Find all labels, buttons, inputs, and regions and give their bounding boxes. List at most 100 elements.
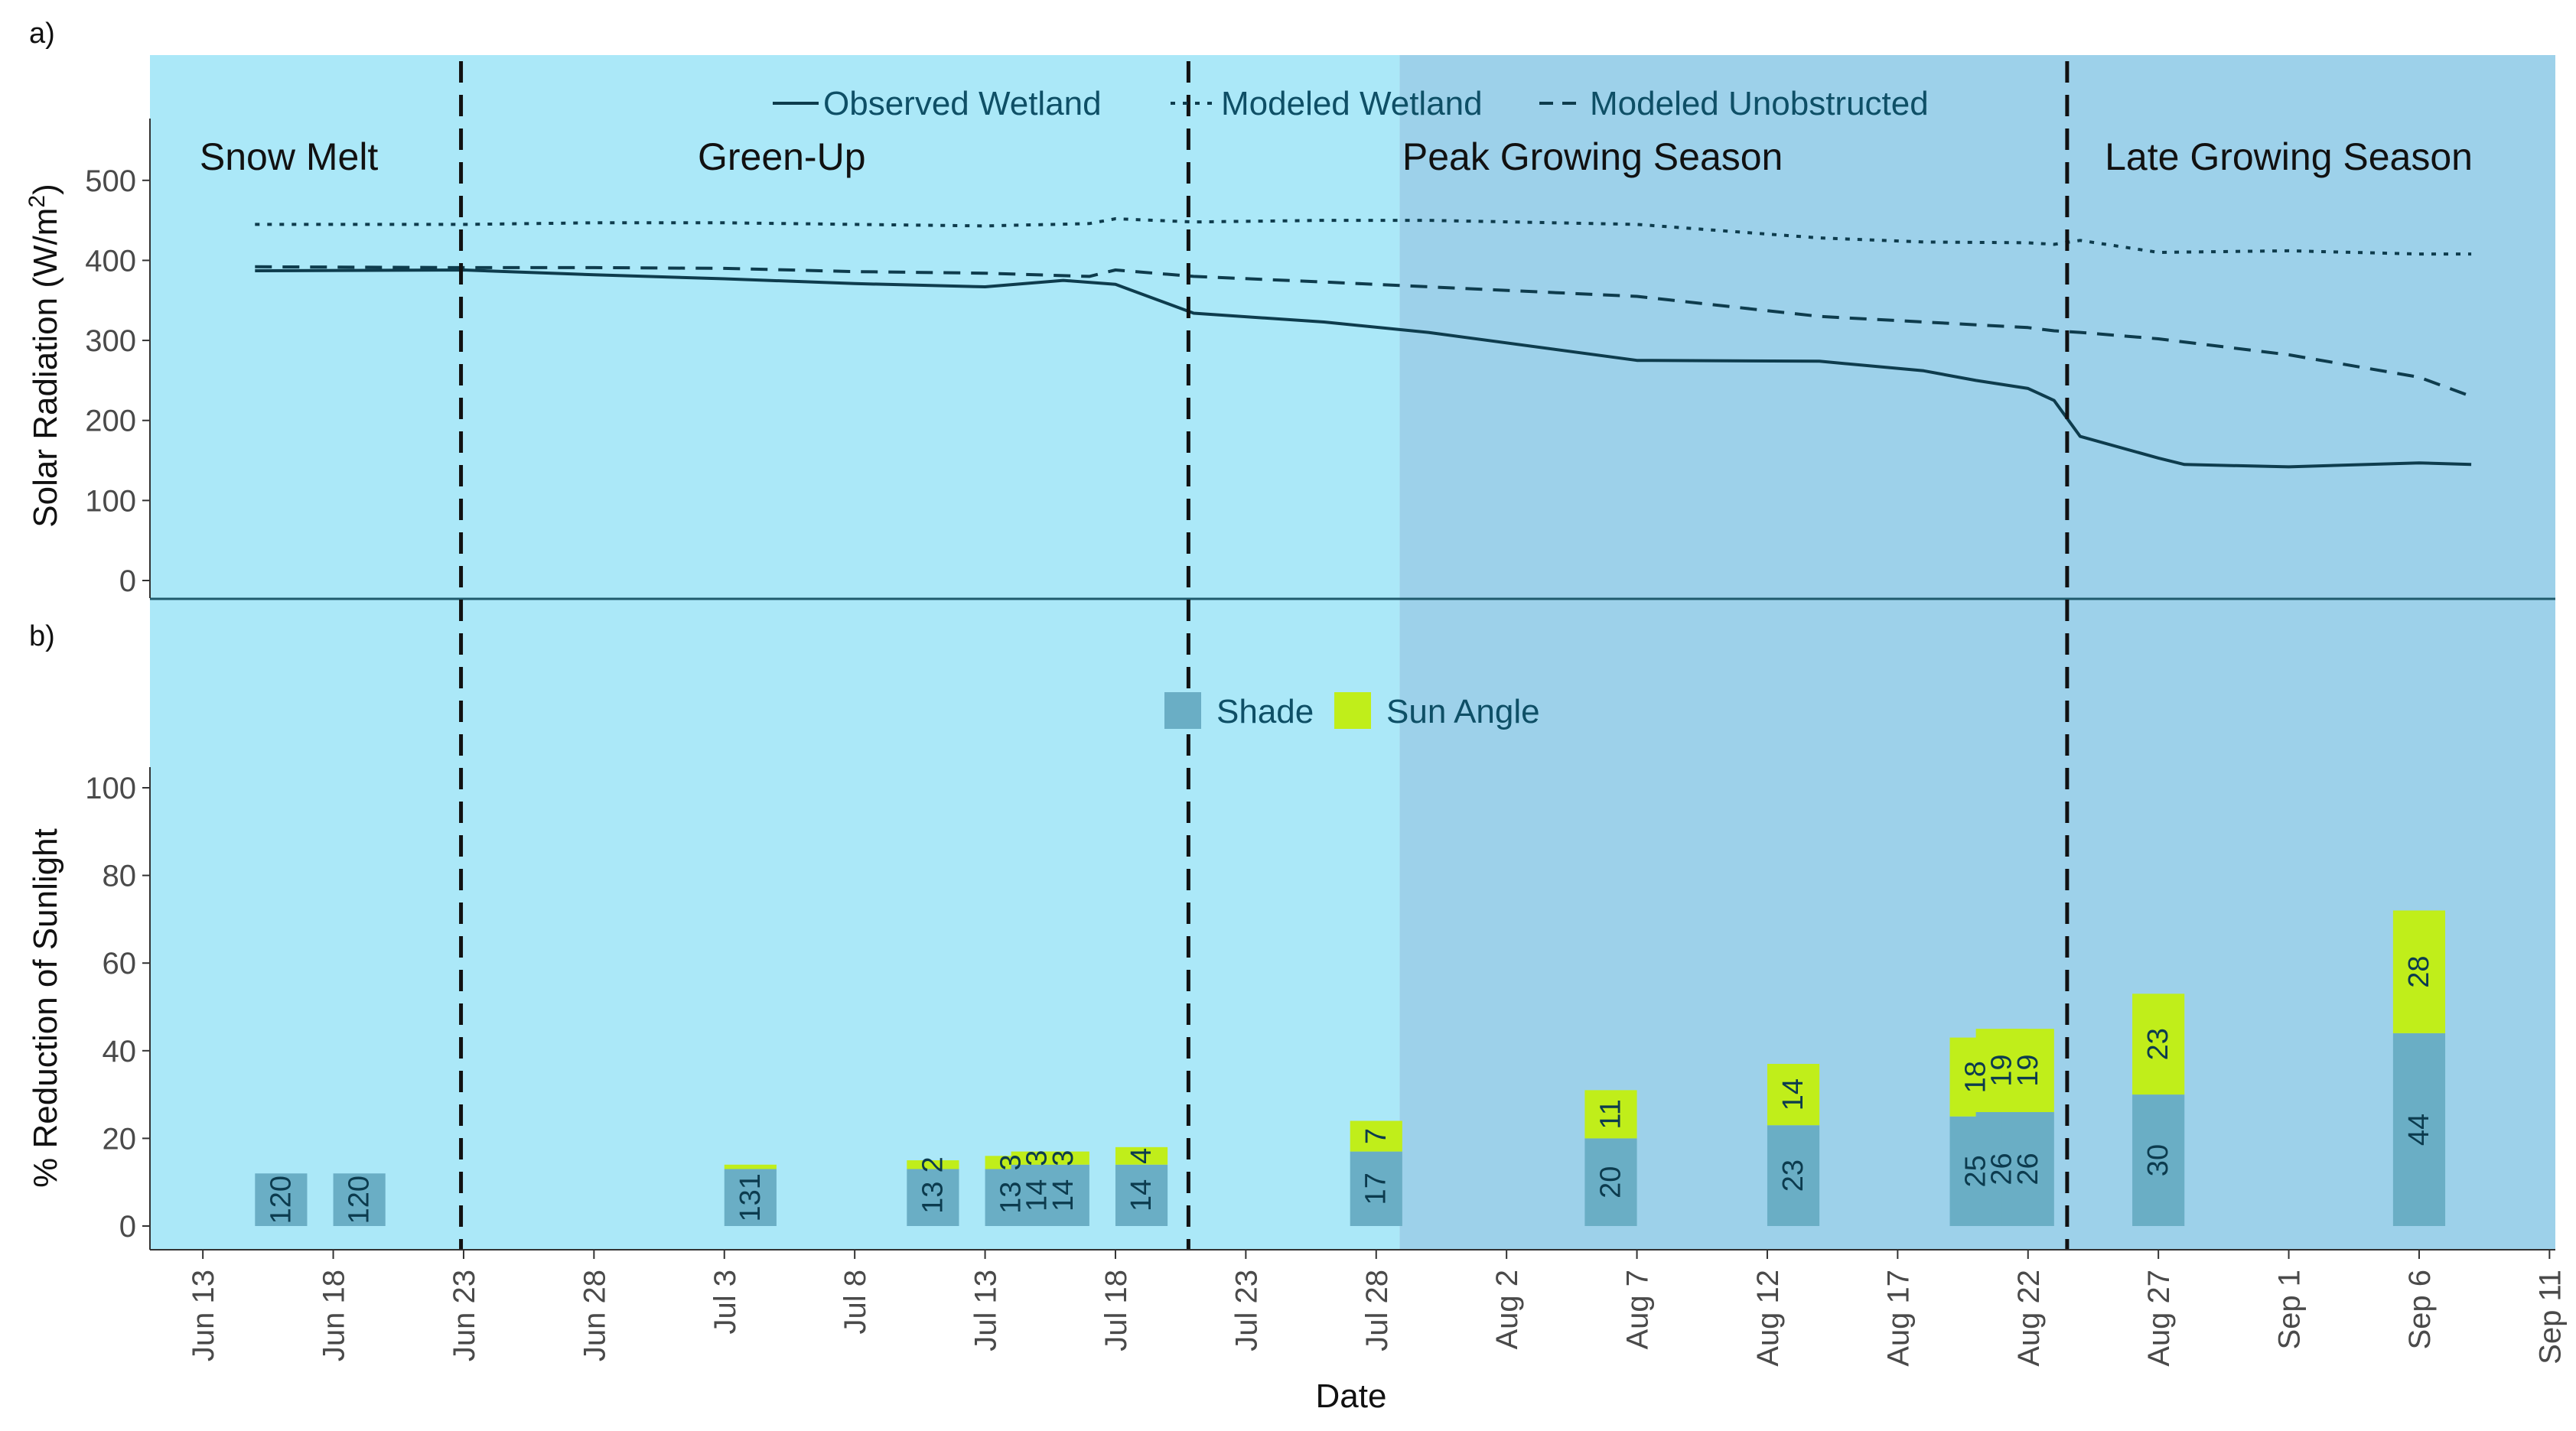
bar-shade-segment <box>2132 1094 2185 1226</box>
bar-shade-value-label: 14 <box>1047 1179 1080 1211</box>
season-boundaries <box>459 61 2070 1250</box>
bar-shade-value-label: 14 <box>1021 1179 1054 1211</box>
bar-sun-value-label: 3 <box>1021 1150 1054 1166</box>
legend-swatch-sun-angle <box>1334 692 1371 729</box>
bar-shade-value-label: 13 <box>917 1182 949 1214</box>
bar-sun-angle-segment <box>1037 1151 1089 1165</box>
bar-shade-value-label: 20 <box>1594 1166 1627 1198</box>
top-y-tick-label: 300 <box>85 324 136 358</box>
series-line-modeled-unobstructed <box>255 265 2472 398</box>
x-tick-label: Jul 23 <box>1229 1270 1263 1351</box>
bottom-y-tick-label: 80 <box>103 860 137 893</box>
bar-sun-value-label: 19 <box>2012 1054 2044 1086</box>
bar-shade-value-label: 14 <box>1125 1179 1158 1211</box>
top-panel-lines <box>255 217 2472 469</box>
bar-sun-angle-segment <box>2392 910 2446 1033</box>
bar-sun-value-label: 3 <box>995 1154 1027 1170</box>
bar-sun-value-label: 3 <box>1047 1150 1080 1166</box>
bar-shade-segment <box>907 1169 959 1226</box>
bottom-y-tick-label: 60 <box>103 947 137 981</box>
bottom-y-tick-label: 100 <box>85 772 136 805</box>
top-y-tick-label: 100 <box>85 484 136 518</box>
bar-shade-value-label: 30 <box>2142 1144 2174 1176</box>
top-panel-axis: 0 100 200 300 400 500 Solar Radiation (W/m2) a) <box>24 18 151 598</box>
x-tick-label: Jun 13 <box>187 1270 220 1361</box>
panel-label-a: a) <box>29 18 55 50</box>
bar-shade-segment <box>1115 1164 1168 1226</box>
bar-shade-value-label: 44 <box>2403 1114 2435 1146</box>
x-tick-label: Sep 6 <box>2403 1270 2437 1350</box>
bar-shade-segment <box>724 1169 777 1226</box>
season-label: Snow Melt <box>200 135 379 178</box>
bar-sun-angle-segment <box>1767 1063 1820 1126</box>
x-axis: Jun 13 Jun 18 Jun 23 Jun 28 Jul 3 Jul 8 Jul 13… <box>150 1249 2567 1415</box>
top-y-tick-label: 200 <box>85 405 136 438</box>
top-y-axis-title: Solar Radiation (W/m2) <box>24 184 64 527</box>
bottom-panel-axis: 0 20 40 60 80 100 % Reduction of Sunlight b) <box>27 620 151 1250</box>
top-y-tick-label: 500 <box>85 164 136 198</box>
bar-shade-segment <box>2392 1033 2446 1226</box>
legend-label: Modeled Unobstructed <box>1590 85 1929 122</box>
bar-shade-value-label: 17 <box>1360 1172 1392 1205</box>
bar-shade-segment <box>1584 1138 1637 1226</box>
bar-sun-value-label: 14 <box>1777 1078 1809 1111</box>
season-shading <box>150 55 2555 1250</box>
bar-shade-segment <box>255 1173 308 1226</box>
bar-sun-value-label: 11 <box>1594 1099 1627 1129</box>
bar-shade-value-label: 13 <box>995 1182 1027 1214</box>
bar-sun-value-label: 28 <box>2403 956 2435 988</box>
bottom-y-tick-label: 40 <box>103 1035 137 1068</box>
legend-label: Modeled Wetland <box>1221 85 1483 122</box>
x-tick-label: Jun 28 <box>578 1270 611 1361</box>
x-tick-label: Aug 27 <box>2142 1270 2176 1367</box>
bar-shade-value-label: 23 <box>1777 1159 1809 1192</box>
top-y-tick-label: 400 <box>85 244 136 278</box>
x-axis-title: Date <box>1316 1377 1387 1415</box>
bar-shade-value-label: 131 <box>734 1173 767 1221</box>
bar-sun-value-label: 19 <box>1986 1054 2018 1086</box>
top-y-tick-label: 0 <box>119 564 136 598</box>
bar-sun-value-label: 18 <box>1960 1061 1992 1093</box>
bar-sun-angle-segment <box>1350 1120 1402 1152</box>
season-shade-band <box>150 55 1400 1250</box>
legend-label: Observed Wetland <box>823 85 1102 122</box>
season-label: Green-Up <box>698 135 866 178</box>
bar-sun-angle-segment <box>1584 1090 1637 1139</box>
bar-shade-value-label: 120 <box>344 1176 376 1224</box>
x-tick-label: Jul 3 <box>708 1270 742 1335</box>
panel-label-b: b) <box>29 620 55 652</box>
season-label: Peak Growing Season <box>1402 135 1783 178</box>
x-tick-label: Aug 7 <box>1621 1270 1655 1350</box>
x-tick-label: Aug 22 <box>2012 1270 2046 1367</box>
bar-sun-value-label: 2 <box>917 1156 949 1172</box>
bar-shade-segment <box>1037 1164 1089 1226</box>
bar-sun-value-label: 23 <box>2142 1028 2174 1060</box>
bottom-y-tick-label: 20 <box>103 1122 137 1156</box>
bar-sun-angle-segment <box>724 1164 777 1169</box>
bar-sun-value-label: 4 <box>1125 1148 1158 1164</box>
x-tick-label: Jun 18 <box>318 1270 351 1361</box>
x-tick-label: Aug 12 <box>1751 1270 1785 1367</box>
bar-shade-segment <box>1350 1151 1402 1226</box>
legend-label: Shade <box>1216 693 1314 730</box>
x-tick-label: Jul 18 <box>1099 1270 1133 1351</box>
x-tick-label: Aug 17 <box>1881 1270 1915 1367</box>
bar-sun-value-label: 7 <box>1360 1128 1392 1144</box>
bar-sun-angle-segment <box>907 1160 959 1169</box>
bar-shade-value-label: 25 <box>1960 1155 1992 1187</box>
x-tick-label: Aug 2 <box>1490 1270 1524 1350</box>
bar-shade-value-label: 120 <box>265 1176 297 1224</box>
legend-swatch-shade <box>1164 692 1201 729</box>
bottom-panel-bars: 120 120 131 13 2 13 3 14 3 14 3 14 4 17 7 20 11 23 14 25 18 2… <box>255 910 2446 1226</box>
bar-shade-value-label: 26 <box>2012 1153 2044 1185</box>
x-tick-label: Sep 1 <box>2273 1270 2307 1350</box>
x-tick-label: Jul 13 <box>969 1270 1003 1351</box>
labels: Snow Melt Green-Up Peak Growing Season Late… <box>200 85 2473 730</box>
bar-shade-segment <box>1767 1125 1820 1226</box>
bar-shade-value-label: 26 <box>1986 1153 2018 1185</box>
series-line-observed-wetland <box>255 268 2472 469</box>
bar-sun-angle-segment <box>2001 1029 2054 1113</box>
x-tick-label: Jun 23 <box>448 1270 481 1361</box>
legend-label: Sun Angle <box>1386 693 1540 730</box>
